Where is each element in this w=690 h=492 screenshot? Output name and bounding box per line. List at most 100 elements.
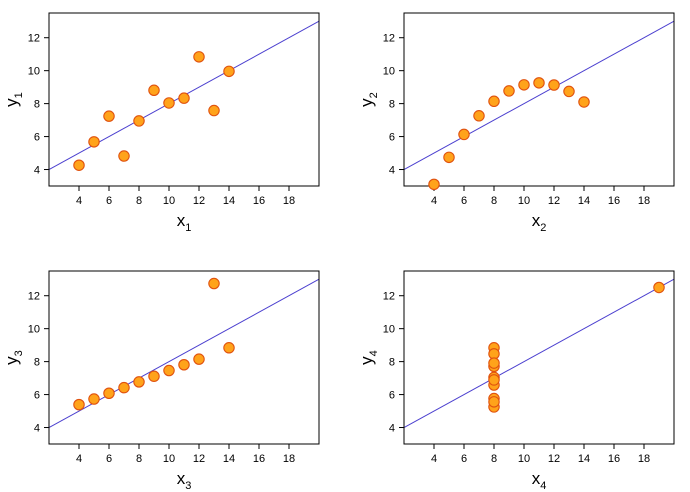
y-axis-label-4: y4 [357,350,380,365]
y-tick-label-2: 8 [389,99,395,111]
x-tick-label-1: 4 [76,195,82,207]
x-tick-label-1: 18 [283,195,295,207]
data-point-3 [148,370,160,383]
data-point-2 [548,79,560,91]
data-point-4 [653,281,665,294]
y-tick-label-2: 10 [383,66,395,78]
x-tick-label-2: 14 [578,195,590,207]
x-tick-label-3: 10 [163,453,175,465]
y-tick-label-2: 12 [383,33,395,45]
x-tick-label-4: 14 [578,453,590,465]
data-point-3 [133,376,145,388]
x-tick-label-2: 18 [638,195,650,207]
data-point-2 [578,96,590,108]
x-axis-label-4: x4 [532,469,547,492]
y-tick-label-1: 8 [34,99,40,111]
y-tick-label-4: 6 [389,390,395,402]
data-point-3 [223,342,235,354]
y-axis-label-2: y2 [357,92,380,107]
data-point-1 [103,110,115,122]
y-tick-label-1: 12 [28,33,40,45]
y-tick-label-3: 12 [28,291,40,303]
x-tick-label-4: 16 [608,453,620,465]
x-axis-label-1: x1 [177,211,192,234]
data-point-2 [458,128,470,141]
data-point-3 [103,387,115,400]
x-axis-label-3: x3 [177,469,192,492]
data-point-1 [133,115,145,127]
data-point-3 [193,353,205,365]
y-tick-label-2: 6 [389,132,395,144]
x-tick-label-3: 18 [283,453,295,465]
x-tick-label-4: 8 [491,453,497,465]
regression-line-4 [404,278,674,428]
data-point-2 [443,151,455,164]
y-axis-label-1: y1 [2,92,25,107]
data-point-1 [208,104,220,117]
x-tick-label-4: 4 [431,453,437,465]
data-point-2 [488,95,500,108]
x-tick-label-1: 12 [193,195,205,207]
data-point-2 [533,77,545,89]
x-tick-label-3: 4 [76,453,82,465]
data-point-2 [518,79,530,91]
y-tick-label-1: 4 [34,165,40,177]
data-point-3 [118,381,130,394]
data-point-1 [163,97,175,109]
data-point-2 [473,110,485,122]
y-axis-label-3: y3 [2,350,25,365]
y-tick-label-3: 10 [28,324,40,336]
data-point-3 [88,393,100,405]
data-point-1 [193,51,205,63]
y-tick-label-3: 8 [34,357,40,369]
plot-frame-2 [403,12,675,187]
y-tick-label-4: 10 [383,324,395,336]
y-tick-label-4: 4 [389,423,395,435]
data-point-1 [178,92,190,104]
x-tick-label-1: 14 [223,195,235,207]
data-point-3 [163,364,175,377]
x-tick-label-1: 10 [163,195,175,207]
data-point-3 [178,358,190,371]
y-tick-label-1: 6 [34,132,40,144]
plot-frame-1 [48,12,320,187]
data-point-1 [148,84,160,97]
regression-line-3 [49,278,319,428]
y-tick-label-3: 6 [34,390,40,402]
y-tick-label-4: 12 [383,291,395,303]
x-tick-label-3: 14 [223,453,235,465]
data-point-3 [73,398,85,411]
data-point-2 [503,85,515,97]
plot-frame-4 [403,270,675,445]
data-point-2 [563,85,575,98]
x-tick-label-2: 6 [461,195,467,207]
x-axis-label-2: x2 [532,211,547,234]
data-point-4 [488,396,500,408]
x-tick-label-1: 6 [106,195,112,207]
data-point-3 [208,277,220,290]
x-tick-label-3: 16 [253,453,265,465]
data-point-1 [73,159,85,171]
x-tick-label-4: 10 [518,453,530,465]
x-tick-label-4: 6 [461,453,467,465]
x-tick-label-3: 12 [193,453,205,465]
x-tick-label-2: 8 [491,195,497,207]
y-tick-label-3: 4 [34,423,40,435]
y-tick-label-2: 4 [389,165,395,177]
data-point-1 [88,136,100,148]
x-tick-label-3: 8 [136,453,142,465]
x-tick-label-1: 8 [136,195,142,207]
data-point-4 [488,357,500,369]
x-tick-label-2: 4 [431,195,437,207]
regression-line-2 [404,20,674,170]
plot-frame-3 [48,270,320,445]
data-point-4 [488,374,500,386]
y-tick-label-1: 10 [28,66,40,78]
x-tick-label-2: 12 [548,195,560,207]
x-tick-label-2: 10 [518,195,530,207]
